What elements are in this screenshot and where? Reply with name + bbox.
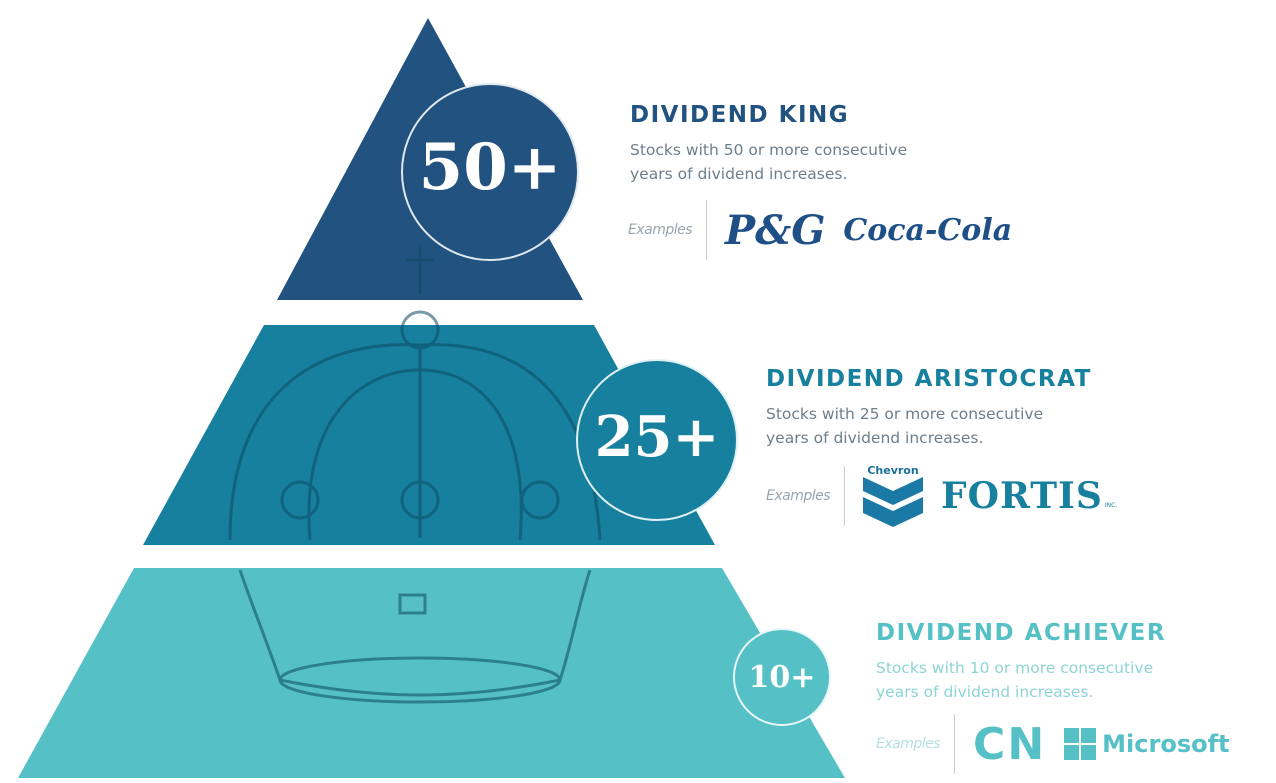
divider bbox=[706, 200, 708, 260]
tier-title: DIVIDEND ACHIEVER bbox=[876, 620, 1167, 646]
pg-logo: P&G bbox=[725, 206, 826, 254]
tier-description: Stocks with 10 or more consecutive years … bbox=[876, 659, 1154, 701]
king-number: 50+ bbox=[418, 130, 562, 205]
chevron-icon bbox=[863, 477, 924, 527]
examples-label: Examples bbox=[766, 487, 831, 504]
examples-label: Examples bbox=[876, 736, 941, 752]
microsoft-logo: Microsoft bbox=[1064, 728, 1230, 760]
achiever-number: 10+ bbox=[748, 660, 816, 695]
tier-king-info: DIVIDEND KING Stocks with 50 or more con… bbox=[628, 102, 1030, 260]
fortis-logo: FORTIS bbox=[941, 474, 1103, 517]
crown-illustration bbox=[228, 245, 602, 704]
tier-achiever-info: DIVIDEND ACHIEVER Stocks with 10 or more… bbox=[876, 620, 1230, 774]
tier-title: DIVIDEND KING bbox=[630, 102, 850, 128]
tier-king-badge bbox=[401, 83, 579, 261]
tier-aristocrat-badge bbox=[576, 359, 738, 521]
examples-row: Examples P&G Coca-Cola bbox=[628, 200, 1030, 260]
windows-icon bbox=[1064, 728, 1097, 760]
cn-logo: CN bbox=[973, 718, 1047, 770]
tier-description: Stocks with 25 or more consecutive years … bbox=[766, 405, 1044, 447]
examples-label: Examples bbox=[628, 222, 693, 238]
coca-cola-logo: Coca-Cola bbox=[843, 212, 1013, 248]
examples-row: Examples Chevron FORTIS INC. bbox=[766, 464, 1117, 527]
tier-description: Stocks with 50 or more consecutive years … bbox=[630, 141, 908, 183]
aristocrat-number: 25+ bbox=[594, 404, 720, 470]
divider bbox=[844, 465, 846, 526]
divider bbox=[954, 714, 956, 774]
chevron-logo: Chevron bbox=[863, 464, 924, 527]
fortis-inc-text: INC. bbox=[1104, 502, 1118, 509]
tier-achiever-shape bbox=[18, 568, 845, 778]
tier-title: DIVIDEND ARISTOCRAT bbox=[766, 366, 1092, 392]
tier-achiever-badge bbox=[733, 628, 831, 726]
tier-aristocrat-info: DIVIDEND ARISTOCRAT Stocks with 25 or mo… bbox=[766, 366, 1117, 527]
examples-row: Examples CN Microsoft bbox=[876, 714, 1230, 774]
